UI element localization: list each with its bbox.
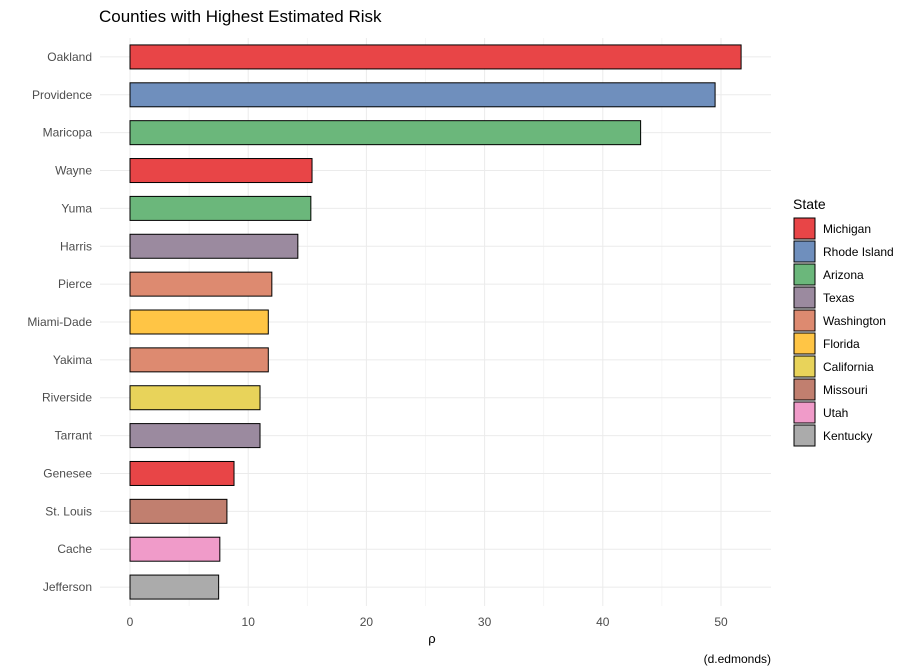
legend: State Michigan Rhode Island Arizona Texas Wa… [793,196,894,447]
x-tick-label: 30 [478,615,492,629]
category-label: Providence [32,88,92,102]
category-label: Riverside [42,391,92,405]
legend-label: Arizona [823,268,864,282]
x-tick-label: 40 [596,615,610,629]
legend-swatch [793,240,816,263]
bar [129,44,742,70]
category-label: Oakland [47,50,92,64]
bar [129,423,261,449]
bar [129,158,313,184]
legend-swatch [793,286,816,309]
legend-label: Texas [823,291,854,305]
category-label: Yakima [53,353,92,367]
bar [129,574,220,600]
legend-label: California [823,360,874,374]
chart-title: Counties with Highest Estimated Risk [99,7,382,26]
category-label: Maricopa [43,126,93,140]
bar [129,271,273,297]
legend-swatch [793,263,816,286]
x-axis-title: ρ [428,631,435,646]
bar [129,195,312,221]
legend-label: Utah [823,406,848,420]
x-tick-label: 20 [360,615,374,629]
legend-label: Washington [823,314,886,328]
legend-label: Florida [823,337,860,351]
bar [129,120,642,146]
category-label: Pierce [58,277,92,291]
bar [129,498,228,524]
category-label: Wayne [55,164,92,178]
bar [129,309,269,335]
bar [129,233,299,259]
category-label: Genesee [43,466,92,480]
bar [129,536,221,562]
legend-swatch [793,332,816,355]
x-tick-label: 0 [127,615,134,629]
legend-swatch [793,217,816,240]
bar [129,82,716,108]
bar [129,385,261,411]
category-label: Cache [57,542,92,556]
legend-label: Missouri [823,383,868,397]
legend-label: Kentucky [823,429,872,443]
legend-swatch [793,355,816,378]
legend-title: State [793,196,826,212]
legend-swatch [793,424,816,447]
category-labels: Oakland Providence Maricopa Wayne Yuma Harris… [27,50,92,594]
x-tick-label: 50 [714,615,728,629]
category-label: Harris [60,239,92,253]
bar [129,347,269,373]
bars [129,44,742,600]
bar [129,460,235,486]
category-label: Miami-Dade [27,315,92,329]
legend-label: Michigan [823,222,871,236]
legend-swatch [793,401,816,424]
legend-label: Rhode Island [823,245,894,259]
x-axis-ticks: 0 10 20 30 40 50 [127,615,728,629]
category-label: Yuma [61,201,92,215]
legend-swatch [793,378,816,401]
category-label: Jefferson [43,580,92,594]
category-label: St. Louis [45,504,92,518]
caption: (d.edmonds) [704,652,771,666]
category-label: Tarrant [55,429,93,443]
x-tick-label: 10 [242,615,256,629]
legend-swatch [793,309,816,332]
